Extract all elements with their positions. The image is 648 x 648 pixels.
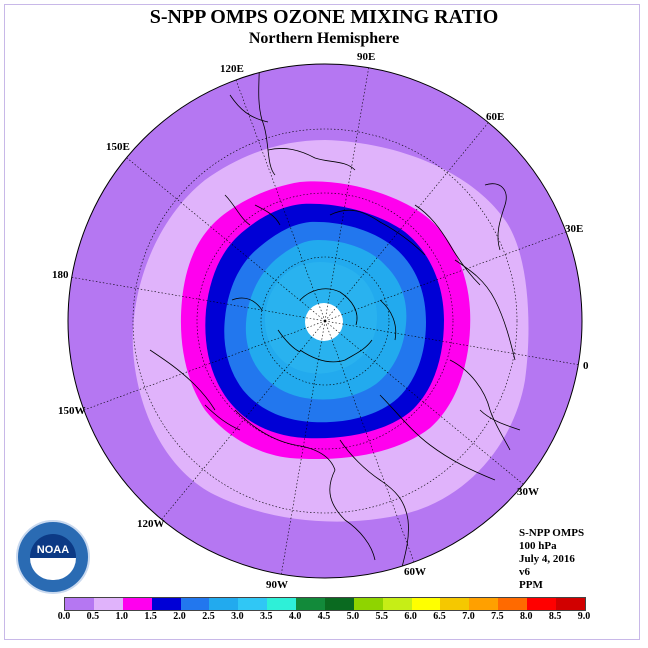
info-instrument: S-NPP OMPS [519, 527, 585, 539]
colorbar-cell [555, 598, 585, 610]
colorbar-tick-label: 3.5 [259, 611, 273, 622]
colorbar-cell [238, 598, 268, 610]
colorbar-tick-label: 1.0 [115, 611, 129, 622]
colorbar-tick-label: 6.0 [404, 611, 417, 622]
info-units: PPM [519, 579, 543, 591]
colorbar-tick-label: 4.5 [317, 611, 331, 622]
lon-label-120e: 120E [220, 63, 244, 75]
colorbar-tick-label: 0.0 [57, 611, 71, 622]
lon-label-90w: 90W [266, 579, 288, 591]
colorbar-tick-label: 5.0 [346, 611, 360, 622]
lon-label-60e: 60E [486, 111, 505, 123]
lon-label-150e: 150E [106, 141, 130, 153]
lon-label-0: 0 [583, 360, 589, 372]
colorbar-cell [65, 598, 94, 610]
colorbar-tick-label: 7.5 [491, 611, 504, 622]
colorbar-tick-label: 1.5 [144, 611, 157, 622]
lon-label-90e: 90E [357, 51, 376, 63]
lon-label-150w: 150W [58, 405, 86, 417]
colorbar-cell [382, 598, 412, 610]
colorbar-tick-label: 0.5 [86, 611, 100, 622]
noaa-logo: NOAA [16, 520, 90, 594]
colorbar-cell [324, 598, 354, 610]
info-version: v6 [519, 566, 530, 578]
graticule [69, 65, 581, 577]
colorbar-tick-label: 9.0 [577, 611, 591, 622]
colorbar-tick-label: 4.0 [288, 611, 302, 622]
colorbar-tick-label: 2.5 [202, 611, 215, 622]
info-level: 100 hPa [519, 540, 557, 552]
colorbar-tick-label: 3.0 [231, 611, 244, 622]
colorbar-cell [122, 598, 152, 610]
colorbar-cell [411, 598, 441, 610]
lon-label-30w: 30W [517, 486, 539, 498]
colorbar-tick-label: 6.5 [433, 611, 446, 622]
colorbar-cell [209, 598, 239, 610]
colorbar-cell [267, 598, 296, 610]
colorbar-tick-label: 7.0 [462, 611, 475, 622]
colorbar-tick-label: 5.5 [375, 611, 389, 622]
noaa-logo-text: NOAA [36, 544, 70, 556]
colorbar-cell [353, 598, 383, 610]
colorbar-cell [151, 598, 181, 610]
colorbar-cell [498, 598, 527, 610]
colorbar-tick-label: 8.0 [519, 611, 533, 622]
colorbar-cell [469, 598, 499, 610]
lon-label-120w: 120W [137, 518, 165, 530]
noaa-logo-wave [30, 558, 76, 580]
lon-label-60w: 60W [404, 566, 426, 578]
page-title: S-NPP OMPS OZONE MIXING RATIO [149, 6, 499, 28]
colorbar-cell [440, 598, 470, 610]
page-subtitle: Northern Hemisphere [248, 30, 400, 47]
map-outline [67, 63, 583, 579]
figure-frame [4, 4, 640, 640]
info-block: S-NPP OMPS 100 hPa July 4, 2016 v6 PPM [519, 527, 584, 592]
colorbar-cell [296, 598, 325, 610]
colorbar-cell [527, 598, 556, 610]
colorbar-cell [180, 598, 210, 610]
colorbar-labels: 0.0 0.5 1.0 1.5 2.0 2.5 3.0 3.5 4.0 4.5 5.0 5.5 6.0 6… [58, 611, 591, 625]
lon-label-180: 180 [52, 269, 69, 281]
colorbar-tick-label: 8.5 [548, 611, 562, 622]
colorbar-tick-label: 2.0 [173, 611, 186, 622]
info-date: July 4, 2016 [519, 553, 575, 565]
colorbar [64, 597, 586, 611]
lon-label-30e: 30E [565, 223, 584, 235]
colorbar-cell [93, 598, 123, 610]
